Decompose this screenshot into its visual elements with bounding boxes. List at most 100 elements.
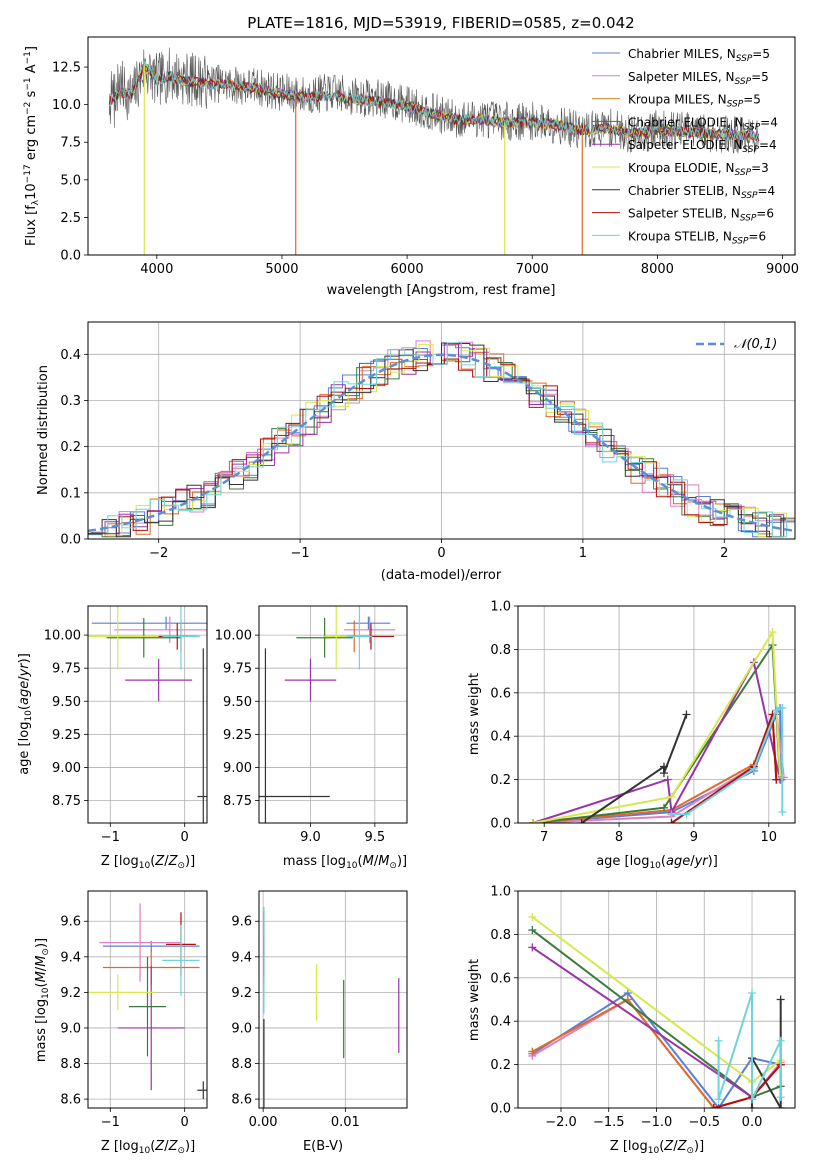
legend-label: Chabrier STELIB, NSSP=4: [628, 184, 775, 201]
plus-marker: [667, 792, 676, 801]
axes-frame: [87, 36, 796, 256]
y-tick-label: 0.2: [490, 1058, 511, 1073]
plus-marker: [776, 995, 785, 1004]
mass-weight-line: [532, 709, 785, 823]
x-tick-label: 5000: [265, 262, 298, 277]
y-tick-label: 9.4: [231, 950, 252, 965]
plus-marker: [776, 1104, 785, 1108]
spectrum-ylabel: Flux [fλ10−17 erg cm−2 s−1 A−1]: [23, 46, 41, 246]
y-tick-label: 9.75: [223, 662, 252, 677]
axes-frame: [87, 890, 208, 1109]
plot-area: [528, 913, 785, 1108]
plus-marker: [667, 819, 676, 823]
plot-area: [88, 606, 207, 823]
x-tick-label: 7000: [516, 262, 549, 277]
y-tick-label: 7.5: [60, 136, 81, 151]
residual-histogram: [93, 344, 795, 535]
x-tick-label: 0.01: [331, 1115, 360, 1130]
plot-area: [263, 907, 400, 1108]
y-tick-label: 0.1: [60, 486, 81, 501]
x-tick-label: −1: [291, 546, 310, 561]
x-tick-label: 9000: [766, 262, 799, 277]
x-tick-label: 6000: [391, 262, 424, 277]
y-tick-label: 9.00: [52, 761, 81, 776]
plus-marker: [528, 913, 537, 922]
mass-weight-line: [671, 707, 784, 816]
x-tick-label: 1: [579, 546, 587, 561]
x-tick-label: −2.0: [545, 1115, 577, 1130]
plot-area: [108, 47, 760, 255]
axes-frame: [258, 605, 408, 824]
x-tick-label: 10: [761, 830, 778, 845]
y-tick-label: 9.4: [60, 950, 81, 965]
mass-vs-ebv-panel: 0.00 0.01 8.6 8.8 9.0 9.2 9.4 9.6: [231, 890, 408, 1130]
mass-weight-line: [531, 992, 781, 1108]
y-tick-label: 8.75: [52, 794, 81, 809]
residual-ylabel: Normed distribution: [36, 365, 51, 495]
age-vs-mass-panel: 9.0 9.5 8.75 9.00 9.25 9.50 9.75 10.00: [215, 605, 408, 845]
plus-marker: [748, 1095, 757, 1104]
y-tick-label: 9.2: [231, 986, 252, 1001]
plus-marker: [659, 769, 668, 778]
x-tick-label: 2: [720, 546, 728, 561]
y-tick-label: 0.0: [60, 249, 81, 264]
x-tick-label: −1: [101, 830, 120, 845]
mass-weight-vs-z-panel: −2.0 −1.5 −1.0 −0.5 0.0 0.0 0.2 0.4 0.6 0.8 1.0: [490, 885, 796, 1130]
spectrum-title: PLATE=1816, MJD=53919, FIBERID=0585, z=0…: [247, 14, 634, 32]
plus-marker: [776, 1093, 785, 1102]
plus-marker: [682, 710, 691, 719]
axes-frame: [517, 605, 796, 824]
mass-vs-z-panel: −1 0 8.6 8.8 9.0 9.2 9.4 9.6: [60, 890, 208, 1130]
legend-label: Salpeter ELODIE, NSSP=4: [628, 138, 777, 155]
plus-marker: [749, 764, 758, 773]
residual-histogram: [93, 343, 795, 538]
legend-label: 𝒩(0,1): [734, 337, 777, 352]
x-tick-label: 0.0: [742, 1115, 763, 1130]
y-tick-label: 10.0: [52, 98, 81, 113]
legend-label: Kroupa ELODIE, NSSP=3: [628, 161, 769, 178]
plus-marker: [768, 628, 777, 637]
x-tick-label: 8000: [641, 262, 674, 277]
legend-label: Kroupa MILES, NSSP=5: [628, 93, 761, 110]
x-tick-label: 9.0: [300, 830, 321, 845]
y-tick-label: 5.0: [60, 173, 81, 188]
y-tick-label: 10.00: [44, 629, 81, 644]
y-tick-label: 9.25: [223, 728, 252, 743]
y-tick-label: 9.50: [52, 695, 81, 710]
y-tick-label: 9.25: [52, 728, 81, 743]
y-tick-label: 9.0: [60, 1021, 81, 1036]
plus-marker: [778, 808, 787, 817]
y-tick-label: 1.0: [490, 885, 511, 900]
mass-weight-line: [532, 707, 783, 823]
plus-marker: [528, 943, 537, 952]
y-tick-label: 0.6: [490, 686, 511, 701]
legend-label: Chabrier MILES, NSSP=5: [628, 47, 770, 64]
x-tick-label: 8: [615, 830, 623, 845]
y-tick-label: 0.4: [490, 1015, 511, 1030]
legend-label: Kroupa STELIB, NSSP=6: [628, 229, 766, 246]
x-tick-label: 0: [437, 546, 445, 561]
y-tick-label: 9.6: [60, 915, 81, 930]
plus-marker: [528, 926, 537, 935]
plus-marker: [776, 1036, 785, 1045]
y-tick-label: 0.3: [60, 394, 81, 409]
residual-histogram: [88, 342, 795, 538]
age-vs-mass-xlabel: mass [log10(M/M⊙)]: [283, 854, 407, 871]
legend-label: Salpeter MILES, NSSP=5: [628, 70, 769, 87]
mass-weight-vs-z-xlabel: Z [log10(Z/Z⊙)]: [610, 1139, 704, 1156]
mass-weight-line: [670, 713, 778, 823]
residual-histogram: [90, 357, 795, 538]
x-tick-label: 7: [540, 830, 548, 845]
plus-marker: [748, 1104, 757, 1108]
x-tick-label: −1.0: [641, 1115, 673, 1130]
gaussian-curve: [88, 353, 795, 533]
plus-marker: [714, 1036, 723, 1045]
y-tick-label: 9.2: [60, 986, 81, 1001]
plus-marker: [772, 775, 781, 784]
y-tick-label: 8.8: [231, 1057, 252, 1072]
plus-marker: [748, 988, 757, 997]
y-tick-label: 0.2: [60, 440, 81, 455]
y-tick-label: 0.6: [490, 971, 511, 986]
mass-weight-line: [717, 992, 782, 1101]
